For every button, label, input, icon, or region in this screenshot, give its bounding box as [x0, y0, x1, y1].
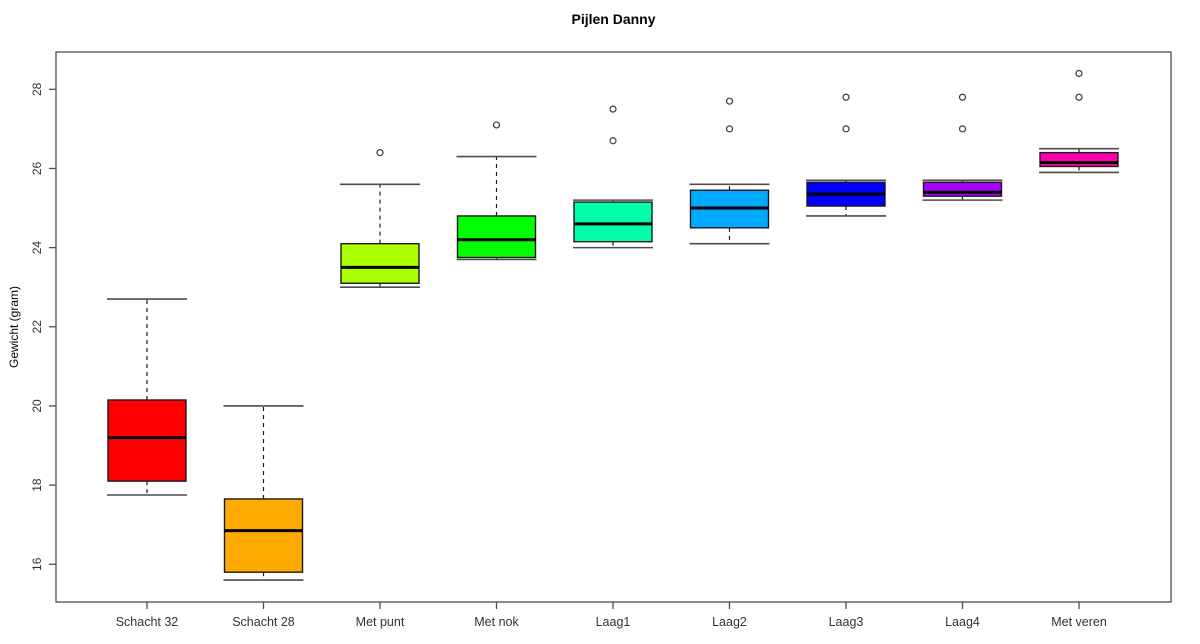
chart-title: Pijlen Danny: [571, 11, 656, 27]
x-tick-label: Met veren: [1051, 615, 1107, 629]
y-tick-label: 20: [30, 399, 44, 413]
outlier-point: [1075, 69, 1083, 78]
box-schacht-32: [107, 399, 187, 482]
outlier-point: [958, 125, 967, 133]
outlier-point: [1075, 93, 1083, 101]
outlier-point: [958, 93, 967, 101]
x-tick-label: Laag1: [596, 615, 631, 629]
box-met-nok: [456, 215, 537, 259]
y-tick-label: 24: [30, 241, 44, 255]
box-laag1: [573, 201, 653, 243]
y-tick-label: 22: [30, 320, 44, 334]
outlier-point: [725, 125, 734, 133]
outlier-point: [609, 105, 617, 113]
outlier-point: [725, 97, 734, 105]
box-met-punt: [340, 242, 420, 284]
outlier-point: [492, 121, 501, 129]
outlier-point: [842, 125, 850, 133]
x-tick-label: Schacht 28: [232, 615, 295, 629]
x-tick-label: Schacht 32: [116, 615, 179, 629]
x-tick-label: Met punt: [356, 615, 405, 629]
box-laag4: [922, 181, 1003, 197]
x-tick-label: Met nok: [474, 615, 519, 629]
x-tick-label: Laag2: [712, 615, 747, 629]
outlier-point: [609, 137, 617, 145]
box-schacht-28: [223, 498, 304, 573]
outlier-point: [842, 93, 850, 101]
y-tick-label: 26: [30, 161, 44, 175]
plot-frame: [55, 51, 1172, 603]
y-tick-label: 28: [30, 82, 44, 96]
x-tick-label: Laag4: [945, 615, 980, 629]
y-tick-label: 16: [30, 557, 44, 571]
outlier-point: [376, 149, 384, 157]
box-met-veren: [1039, 151, 1119, 168]
x-tick-label: Laag3: [829, 615, 864, 629]
y-tick-label: 18: [30, 478, 44, 492]
